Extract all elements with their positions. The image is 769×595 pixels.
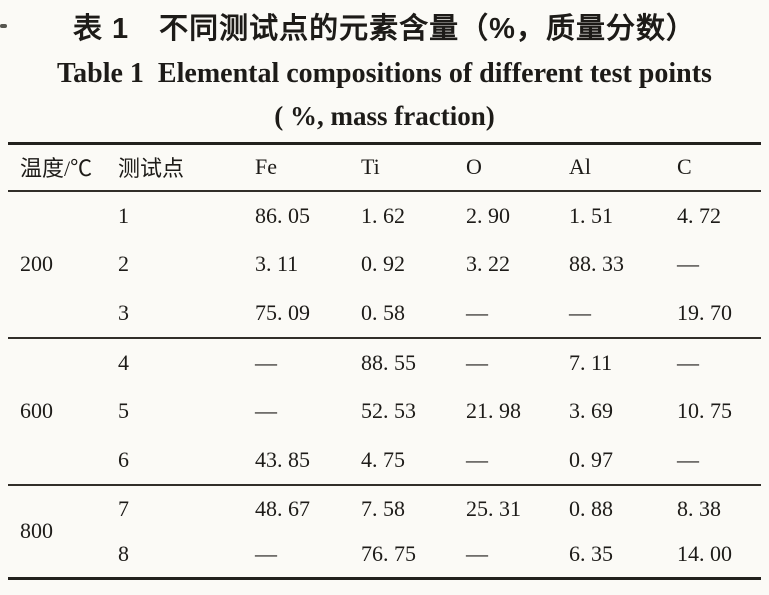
scan-artifact: [0, 24, 7, 28]
test-point-cell: 2: [118, 251, 129, 276]
value-cell-c: —: [677, 349, 699, 375]
value-cell-al: 6. 35: [569, 541, 613, 567]
value-cell-o: —: [466, 541, 488, 567]
value-cell-c: 10. 75: [677, 398, 732, 423]
value-cell-fe: 75. 09: [255, 288, 361, 339]
value-cell-ti: 7. 58: [361, 495, 405, 521]
test-point-cell: 3: [118, 288, 255, 339]
value-cell-ti: 4. 75: [361, 435, 466, 486]
table-row: 5 — 52. 53 21. 98 3. 69 10. 75: [8, 387, 761, 436]
value-cell-c: —: [677, 251, 699, 276]
column-header-fe: Fe: [255, 143, 361, 192]
value-cell-ti: 88. 55: [361, 349, 416, 375]
value-cell-fe: 43. 85: [255, 435, 361, 486]
value-cell-c: 4. 72: [677, 202, 721, 228]
table-row: 6 43. 85 4. 75 — 0. 97 —: [8, 435, 761, 486]
value-cell-al: 7. 11: [569, 349, 613, 375]
column-header-o: O: [466, 143, 569, 192]
value-cell-fe: —: [255, 541, 277, 567]
value-cell-fe: 86. 05: [255, 202, 310, 228]
table-caption-units: ( %, mass fraction): [274, 101, 495, 131]
column-header-test-point: 测试点: [118, 143, 255, 192]
value-cell-o: 21. 98: [466, 398, 521, 423]
value-cell-al: 1. 51: [569, 202, 613, 228]
value-cell-fe: 3. 11: [255, 251, 299, 276]
value-cell-o: 2. 90: [466, 202, 510, 228]
table-row: 3 75. 09 0. 58 — — 19. 70: [8, 288, 761, 339]
value-cell-o: 25. 31: [466, 495, 521, 521]
value-cell-o: —: [466, 349, 488, 375]
value-cell-ti: 0. 58: [361, 288, 466, 339]
caption-block: 表 1 不同测试点的元素含量（%，质量分数） Table 1 Elemental…: [0, 0, 769, 142]
column-header-temperature: 温度/℃: [8, 143, 118, 192]
value-cell-ti: 0. 92: [361, 251, 405, 276]
table-row: 8 — 76. 75 — 6. 35 14. 00: [8, 532, 761, 579]
value-cell-o: 3. 22: [466, 251, 510, 276]
column-header-ti: Ti: [361, 143, 466, 192]
table-caption-en: Table 1 Elemental compositions of differ…: [57, 58, 712, 89]
table-row: 600 4 — 88. 55 — 7. 11 —: [8, 337, 761, 486]
table-header-row: 温度/℃ 测试点 Fe Ti O Al C: [8, 143, 761, 192]
elemental-composition-table: 温度/℃ 测试点 Fe Ti O Al C 200 1 86. 05 1. 62…: [8, 142, 761, 580]
value-cell-c: 14. 00: [677, 541, 732, 567]
temp-group-label-600: 600: [8, 337, 118, 486]
test-point-cell: 4: [118, 349, 129, 375]
test-point-cell: 7: [118, 495, 129, 521]
temp-group-label-200: 200: [8, 190, 118, 339]
value-cell-c: —: [677, 435, 761, 486]
test-point-cell: 6: [118, 435, 255, 486]
table-caption-zh: 表 1 不同测试点的元素含量（%，质量分数）: [73, 13, 696, 45]
table-row: 200 1 86. 05 1. 62 2. 90 1. 51 4. 72: [8, 190, 761, 339]
value-cell-al: —: [569, 288, 677, 339]
value-cell-fe: —: [255, 398, 277, 423]
value-cell-ti: 1. 62: [361, 202, 405, 228]
test-point-cell: 1: [118, 202, 129, 228]
table-row: 2 3. 11 0. 92 3. 22 88. 33 —: [8, 240, 761, 289]
column-header-al: Al: [569, 143, 677, 192]
column-header-c: C: [677, 143, 761, 192]
test-point-cell: 5: [118, 398, 129, 423]
test-point-cell: 8: [118, 541, 129, 567]
value-cell-fe: —: [255, 349, 277, 375]
value-cell-o: —: [466, 435, 569, 486]
value-cell-o: —: [466, 288, 569, 339]
value-cell-al: 3. 69: [569, 398, 613, 423]
table-row: 800 7 48. 67 7. 58 25. 31 0. 88 8. 38: [8, 485, 761, 544]
value-cell-al: 0. 88: [569, 495, 613, 521]
value-cell-al: 88. 33: [569, 251, 624, 276]
value-cell-c: 8. 38: [677, 495, 721, 521]
value-cell-ti: 76. 75: [361, 541, 416, 567]
temp-group-label-800: 800: [20, 518, 53, 544]
value-cell-al: 0. 97: [569, 435, 677, 486]
value-cell-ti: 52. 53: [361, 398, 416, 423]
value-cell-c: 19. 70: [677, 288, 761, 339]
value-cell-fe: 48. 67: [255, 495, 310, 521]
